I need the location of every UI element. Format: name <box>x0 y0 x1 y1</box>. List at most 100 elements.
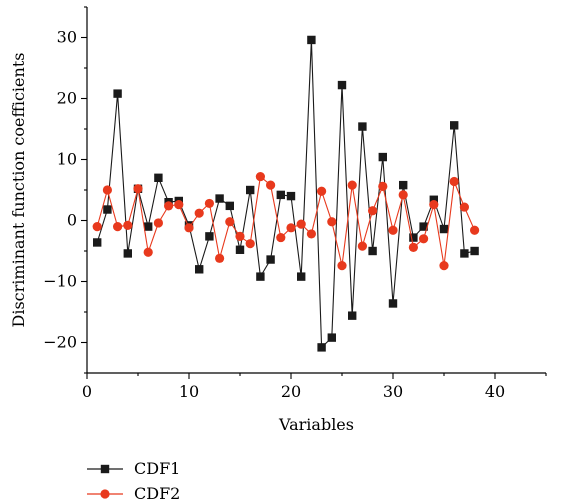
data-point-cdf2 <box>408 242 418 252</box>
data-point-cdf2 <box>286 223 296 233</box>
data-point-cdf1 <box>450 121 459 130</box>
data-point-cdf2 <box>429 200 439 210</box>
data-point-cdf2 <box>215 253 225 263</box>
data-point-cdf2 <box>439 261 449 271</box>
data-point-cdf2 <box>153 218 163 228</box>
data-point-cdf2 <box>398 190 408 200</box>
data-point-cdf1 <box>358 122 367 131</box>
data-point-cdf2 <box>245 239 255 249</box>
data-point-cdf1 <box>419 222 428 231</box>
y-axis-title: Discriminant function coefficients <box>9 53 28 328</box>
series-line-cdf1 <box>96 39 475 349</box>
data-point-cdf2 <box>388 225 398 235</box>
data-point-cdf2 <box>357 241 367 251</box>
data-point-cdf1 <box>399 180 408 190</box>
x-tick-label: 0 <box>82 382 92 401</box>
data-point-cdf2 <box>276 232 286 243</box>
data-point-cdf1 <box>225 201 234 211</box>
data-point-cdf1 <box>317 343 326 352</box>
data-point-cdf2 <box>306 229 316 239</box>
data-point-cdf1 <box>429 195 438 204</box>
data-point-cdf1 <box>378 152 387 162</box>
data-point-cdf2 <box>194 208 204 218</box>
legend-item-cdf1: CDF1 <box>87 459 180 478</box>
data-point-cdf1 <box>368 246 377 256</box>
legend-marker-cdf2 <box>100 489 110 499</box>
data-point-cdf2 <box>296 219 306 229</box>
y-tick-label: 20 <box>57 89 77 108</box>
data-point-cdf2 <box>266 180 276 190</box>
data-point-cdf1 <box>439 224 449 234</box>
data-point-cdf1 <box>337 80 347 90</box>
data-point-cdf1 <box>266 255 275 264</box>
data-point-cdf2 <box>133 184 143 194</box>
data-point-cdf1 <box>215 194 224 203</box>
y-ticks: −20 −10 0 10 20 30 <box>43 6 87 374</box>
x-tick-label: 30 <box>383 382 403 401</box>
y-tick-label: −20 <box>43 333 77 352</box>
data-point-cdf2 <box>143 247 153 257</box>
data-point-cdf1 <box>205 232 214 241</box>
data-point-cdf2 <box>174 200 184 210</box>
data-point-cdf1 <box>113 89 122 98</box>
data-point-cdf1 <box>388 299 398 308</box>
data-point-cdf1 <box>103 205 112 214</box>
legend-item-cdf2: CDF2 <box>87 484 180 503</box>
data-point-cdf2 <box>347 180 357 190</box>
data-point-cdf1 <box>348 311 357 320</box>
y-tick-label: 0 <box>67 211 77 230</box>
data-point-cdf1 <box>144 222 153 231</box>
data-point-cdf2 <box>204 198 214 209</box>
data-point-cdf1 <box>154 173 163 182</box>
legend-label-cdf1: CDF1 <box>134 459 180 478</box>
data-point-cdf2 <box>92 222 102 232</box>
data-point-cdf2 <box>184 223 194 233</box>
x-tick-label: 20 <box>281 382 301 401</box>
data-point-cdf1 <box>235 245 245 254</box>
data-point-cdf2 <box>235 231 245 241</box>
data-point-cdf2 <box>449 176 459 187</box>
data-point-cdf1 <box>195 265 204 274</box>
y-tick-label: 30 <box>57 28 77 47</box>
data-point-cdf2 <box>225 217 235 227</box>
x-axis-title: Variables <box>278 415 354 434</box>
legend-label-cdf2: CDF2 <box>134 484 180 503</box>
data-point-cdf1 <box>307 35 316 45</box>
x-tick-label: 10 <box>179 382 199 401</box>
data-point-cdf1 <box>123 249 132 258</box>
data-point-cdf1 <box>256 272 265 281</box>
data-point-cdf1 <box>409 233 418 242</box>
data-point-cdf1 <box>246 185 255 195</box>
data-point-cdf2 <box>255 171 265 182</box>
x-ticks: 0 10 20 30 40 <box>82 373 547 401</box>
series-line-cdf2 <box>96 175 476 266</box>
data-point-cdf2 <box>123 220 133 230</box>
data-point-cdf2 <box>368 206 378 216</box>
data-point-cdf2 <box>419 234 429 244</box>
series-cdf1 <box>93 35 479 352</box>
data-point-cdf2 <box>164 201 174 211</box>
y-tick-label: −10 <box>43 272 77 291</box>
data-point-cdf1 <box>93 238 102 247</box>
data-point-cdf1 <box>286 191 296 201</box>
series-cdf2 <box>92 171 480 271</box>
data-point-cdf1 <box>276 190 285 200</box>
data-point-cdf2 <box>459 202 469 212</box>
data-point-cdf1 <box>297 272 306 281</box>
x-tick-label: 40 <box>485 382 505 401</box>
data-point-cdf1 <box>470 246 479 256</box>
data-point-cdf2 <box>113 222 123 232</box>
legend-marker-cdf1 <box>100 464 110 474</box>
data-point-cdf2 <box>327 217 337 227</box>
data-point-cdf2 <box>102 185 112 195</box>
y-tick-label: 10 <box>57 150 77 169</box>
data-point-cdf2 <box>470 225 480 235</box>
data-point-cdf1 <box>460 249 469 258</box>
data-point-cdf2 <box>337 261 347 271</box>
data-point-cdf1 <box>327 333 336 342</box>
legend: CDF1 CDF2 <box>87 459 180 503</box>
data-point-cdf2 <box>378 181 388 191</box>
data-point-cdf2 <box>317 186 327 196</box>
plot-area <box>92 35 480 352</box>
